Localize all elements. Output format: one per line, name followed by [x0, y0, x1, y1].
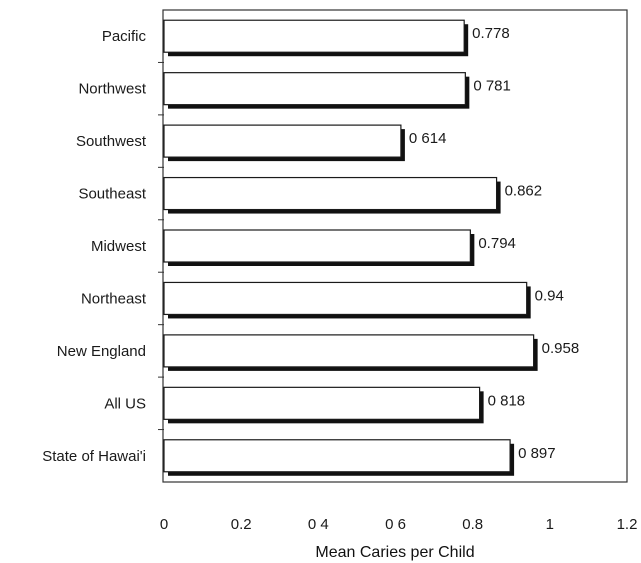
value-label-state-of-hawai-i: 0 897 [518, 445, 556, 462]
category-label-midwest: Midwest [91, 238, 147, 255]
value-label-southeast: 0.862 [505, 183, 543, 200]
value-label-southwest: 0 614 [409, 130, 447, 147]
category-label-pacific: Pacific [102, 28, 147, 45]
bar-new-england [163, 334, 535, 368]
category-label-northwest: Northwest [78, 81, 146, 98]
x-tick-label: 0.8 [462, 516, 483, 533]
value-labels: 0.778 0 781 0 614 0.862 0.794 0.94 0.958 0 818 0… [409, 25, 579, 462]
x-tick-labels: 0 0.2 0 4 0 6 0.8 1 1.2 [160, 516, 638, 533]
value-label-all-us: 0 818 [488, 392, 526, 409]
value-label-northeast: 0.94 [535, 287, 564, 304]
category-label-southeast: Southeast [78, 186, 146, 203]
bar-northwest [163, 72, 466, 106]
bar-southeast [163, 176, 498, 211]
x-tick-label: 0.2 [231, 516, 252, 533]
category-label-all-us: All US [104, 395, 146, 412]
category-labels: Pacific Northwest Southwest Southeast Midwes… [42, 28, 147, 465]
bar-state-of-hawai-i [163, 439, 511, 473]
bar-southwest [163, 124, 402, 158]
bars-group [158, 19, 538, 476]
bar-all-us [163, 386, 481, 420]
x-tick-label: 0 4 [308, 516, 329, 533]
value-label-pacific: 0.778 [472, 25, 510, 42]
bar-midwest [163, 229, 471, 263]
plot-frame [162, 9, 628, 483]
x-axis-title: Mean Caries per Child [315, 544, 474, 561]
category-label-state-of-hawai-i: State of Hawai'i [42, 448, 146, 465]
x-tick-label: 0 6 [385, 516, 406, 533]
category-label-southwest: Southwest [76, 133, 147, 150]
category-label-new-england: New England [57, 343, 146, 360]
bar-pacific [163, 19, 465, 53]
x-tick-label: 1.2 [617, 516, 638, 533]
value-label-midwest: 0.794 [478, 235, 516, 252]
value-label-new-england: 0.958 [542, 340, 580, 357]
x-tick-label: 1 [546, 516, 554, 533]
bar-northeast [163, 281, 528, 316]
category-label-northeast: Northeast [81, 290, 147, 307]
x-tick-label: 0 [160, 516, 168, 533]
value-label-northwest: 0 781 [473, 78, 511, 95]
